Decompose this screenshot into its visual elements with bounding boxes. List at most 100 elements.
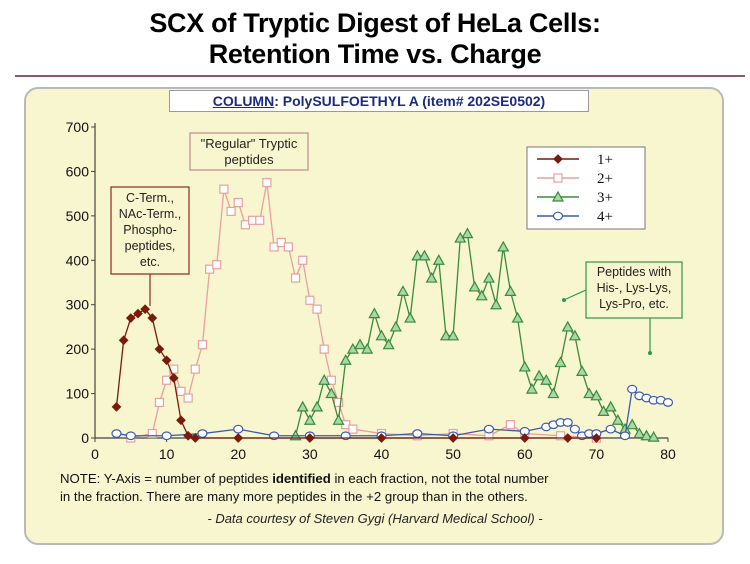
annotation-left-text: C-Term., — [126, 191, 174, 205]
series-4-point — [662, 398, 674, 407]
series-1-point — [519, 433, 530, 443]
series-4-group — [111, 384, 674, 441]
series-3-point — [626, 418, 639, 430]
annotation-right-text: Lys-Pro, etc. — [599, 297, 669, 311]
series-4-point — [569, 424, 580, 434]
column-name: : PolySULFOETHYL A (item# 202SE0502) — [274, 93, 546, 109]
annotation-right-pointer-down-dot — [648, 351, 652, 355]
series-3-point — [497, 240, 510, 252]
annotation-right-text: His-, Lys-Lys, — [597, 281, 672, 295]
legend-label: 2+ — [597, 171, 613, 187]
series-3-point — [633, 427, 646, 439]
series-4-point — [125, 431, 136, 441]
series-4-point — [627, 384, 638, 394]
x-tick-label: 70 — [589, 446, 605, 462]
series-1-point — [305, 433, 315, 443]
series-2-point — [262, 177, 272, 188]
x-tick-label: 50 — [445, 446, 461, 462]
series-2-point — [298, 255, 308, 265]
y-tick-label: 0 — [81, 430, 89, 446]
series-2-point — [290, 273, 301, 283]
series-4-point — [562, 418, 573, 427]
series-2-point — [226, 206, 236, 217]
series-2-point — [147, 428, 157, 439]
series-3-point — [482, 271, 495, 283]
y-tick-label: 600 — [66, 163, 90, 179]
series-2-point — [255, 215, 265, 225]
x-tick-label: 40 — [374, 446, 390, 462]
annotation-left-box — [110, 186, 190, 275]
series-3-point — [361, 342, 374, 354]
annotation-top-box — [189, 132, 309, 171]
series-3-point — [583, 387, 596, 399]
series-3-point — [518, 360, 531, 372]
series-4-point — [619, 431, 631, 441]
series-2-point — [233, 197, 243, 208]
series-3-point — [325, 387, 338, 399]
x-tick-label: 0 — [91, 446, 99, 462]
series-3-point — [475, 289, 488, 301]
series-3-point — [375, 329, 388, 341]
series-1-point — [233, 433, 244, 443]
series-2-point — [183, 393, 193, 403]
series-1-point — [168, 373, 179, 383]
series-3-point — [432, 254, 445, 265]
series-3-point — [404, 311, 417, 323]
legend-label: 3+ — [597, 190, 613, 206]
series-3-point — [332, 413, 345, 425]
legend-swatch-marker — [552, 211, 564, 221]
series-3-point — [604, 400, 617, 412]
series-3-point — [554, 356, 567, 368]
series-2-point — [305, 295, 315, 305]
series-3-point — [447, 329, 460, 341]
y-tick-label: 300 — [66, 297, 90, 313]
series-1-point — [448, 433, 458, 443]
data-credit: - Data courtesy of Steven Gygi (Harvard … — [207, 511, 543, 526]
chart-title: SCX of Tryptic Digest of HeLa Cells: Ret… — [0, 8, 750, 70]
series-3-point — [425, 271, 438, 283]
series-1-point — [154, 344, 165, 354]
series-1-point — [133, 308, 143, 319]
series-2-point — [505, 420, 516, 430]
series-3-point — [640, 429, 653, 441]
annotation-left-text: NAc-Term., — [119, 207, 182, 221]
legend-swatch-marker — [553, 154, 563, 164]
series-4-point — [111, 429, 122, 438]
series-3-point — [353, 338, 367, 350]
series-3-point — [296, 400, 309, 412]
series-1-point — [591, 433, 602, 443]
series-3-point — [311, 400, 324, 412]
series-4-point — [161, 431, 172, 441]
series-3-point — [576, 365, 589, 376]
y-tick-label: 500 — [66, 208, 90, 224]
x-tick-label: 10 — [159, 446, 175, 462]
series-1-line — [115, 308, 597, 439]
column-subtitle: COLUMN: PolySULFOETHYL A (item# 202SE050… — [169, 90, 589, 112]
series-3-point — [547, 387, 560, 399]
series-3-point — [504, 285, 517, 296]
series-4-point — [483, 424, 495, 434]
series-2-point — [312, 304, 322, 314]
series-3-point — [468, 280, 481, 292]
series-3-point — [611, 413, 624, 425]
series-1-point — [111, 402, 122, 412]
series-2-point — [219, 184, 229, 194]
annotation-left-text: peptides, — [125, 239, 176, 253]
series-3-group — [289, 227, 660, 442]
legend-swatch-marker — [551, 190, 565, 202]
x-tick-label: 30 — [302, 446, 318, 462]
legend-label: 1+ — [597, 152, 613, 168]
chart-note: NOTE: Y-Axis = number of peptides identi… — [60, 470, 700, 506]
series-1-point — [176, 415, 186, 426]
y-tick-label: 700 — [66, 119, 90, 135]
series-1-point — [147, 313, 158, 323]
series-2-point — [333, 397, 344, 408]
series-1-point — [118, 335, 129, 346]
series-1-group — [111, 304, 602, 443]
series-4-point — [233, 424, 244, 434]
series-3-point — [533, 369, 546, 381]
series-2-point — [197, 340, 208, 350]
note-line-1: NOTE: Y-Axis = number of peptides identi… — [60, 470, 700, 488]
series-2-point — [319, 344, 329, 354]
series-2-point — [555, 431, 566, 441]
